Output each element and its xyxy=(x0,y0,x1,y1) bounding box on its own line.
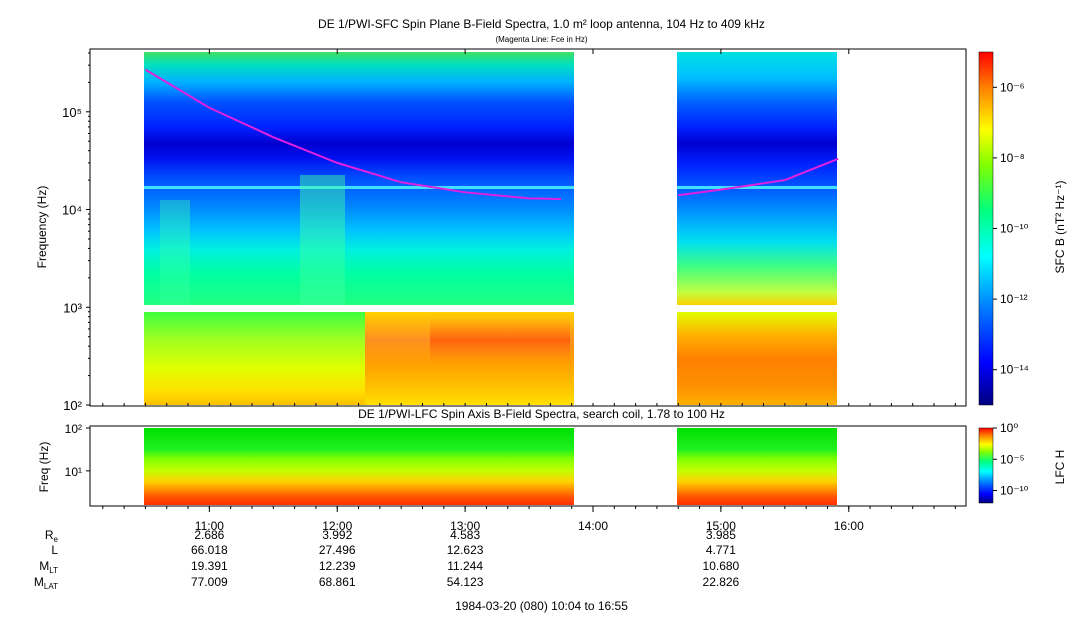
ephemeris-row-label: L xyxy=(51,543,58,557)
ephemeris-value: 54.123 xyxy=(446,575,484,589)
ephemeris-row-label: Re xyxy=(44,528,58,544)
lfc-panel-frame xyxy=(89,425,967,507)
lfc-ytick-label: 10¹ xyxy=(65,465,82,479)
ephemeris-row-label: MLT xyxy=(39,559,58,575)
ephemeris-value: 66.018 xyxy=(190,543,228,557)
ephemeris-value: 12.239 xyxy=(318,559,356,573)
lfc-colorbar-label: LFC H xyxy=(1053,449,1067,485)
main-subtitle: (Magenta Line: Fce in Hz) xyxy=(495,35,588,44)
sfc-spectrogram xyxy=(144,52,837,405)
footer-date-range: 1984-03-20 (080) 10:04 to 16:55 xyxy=(455,599,628,613)
sfc-cbar-tick-label: 10⁻¹⁰ xyxy=(1000,222,1029,236)
main-title: DE 1/PWI-SFC Spin Plane B-Field Spectra,… xyxy=(318,17,765,31)
sfc-cbar-tick-label: 10⁻¹² xyxy=(1000,292,1028,306)
sfc-ylabel: Frequency (Hz) xyxy=(35,185,49,269)
lfc-colorbar xyxy=(978,427,994,504)
sfc-block-1-high xyxy=(144,52,574,305)
sfc-cbar-tick-label: 10⁻¹⁴ xyxy=(1000,363,1029,377)
lfc-block-1 xyxy=(144,428,574,505)
lfc-cbar-tick-label: 10⁻⁵ xyxy=(1000,452,1025,466)
lfc-block-2 xyxy=(677,428,837,505)
sfc-colorbar xyxy=(978,51,994,406)
sfc-ytick-label: 10² xyxy=(63,398,82,413)
ephemeris-value: 27.496 xyxy=(318,543,356,557)
ephemeris-value: 10.680 xyxy=(702,559,740,573)
sfc-green-burst xyxy=(300,175,345,305)
sfc-block-2-high xyxy=(677,52,837,305)
sfc-panel-frame xyxy=(89,48,967,407)
ephemeris-row-label: MLAT xyxy=(33,575,58,591)
ephemeris-value: 12.623 xyxy=(446,543,484,557)
ephemeris-value: 4.583 xyxy=(450,528,481,542)
xtick-label: 14:00 xyxy=(578,519,608,533)
lfc-ylabel: Freq (Hz) xyxy=(37,441,51,493)
ephemeris-value: 68.861 xyxy=(318,575,356,589)
ephemeris-value: 3.992 xyxy=(322,528,353,542)
fce-line-segment-1 xyxy=(144,68,562,201)
sfc-ytick-label: 10⁵ xyxy=(62,105,82,120)
ephemeris-value: 19.391 xyxy=(190,559,228,573)
fce-line-layer xyxy=(144,68,839,201)
ephemeris-value: 11.244 xyxy=(447,559,484,573)
lfc-ytick-label: 10² xyxy=(65,422,82,436)
xtick-label: 15:00 xyxy=(706,519,736,533)
sfc-ytick-label: 10⁴ xyxy=(62,203,82,218)
lfc-cbar-tick-label: 10⁻¹⁰ xyxy=(1000,484,1029,498)
sfc-cbar-tick-label: 10⁻⁶ xyxy=(1000,80,1025,94)
sfc-ytick-label: 10³ xyxy=(63,300,82,315)
xtick-label: 13:00 xyxy=(450,519,480,533)
ephemeris-value: 4.771 xyxy=(705,543,736,557)
ephemeris-value: 3.985 xyxy=(705,528,736,542)
xtick-label: 12:00 xyxy=(322,519,352,533)
sfc-green-burst-2 xyxy=(160,200,190,305)
sfc-colorbar-label: SFC B (nT² Hz⁻¹) xyxy=(1053,180,1067,274)
sfc-line-band-2 xyxy=(677,186,837,189)
ephemeris-value: 77.009 xyxy=(190,575,228,589)
xtick-label: 11:00 xyxy=(195,519,224,533)
sfc-block-2-low xyxy=(677,312,837,405)
sfc-cbar-tick-label: 10⁻⁸ xyxy=(1000,151,1025,165)
fce-line-segment-2 xyxy=(678,157,839,197)
lfc-spectrogram xyxy=(144,428,837,505)
lfc-cbar-tick-label: 10⁰ xyxy=(1000,421,1018,435)
sfc-hot-spot xyxy=(430,318,570,363)
ephemeris-value: 2.686 xyxy=(194,528,225,542)
sfc-line-band xyxy=(144,186,574,189)
lower-title: DE 1/PWI-LFC Spin Axis B-Field Spectra, … xyxy=(358,407,725,421)
xtick-label: 16:00 xyxy=(834,519,864,533)
axis-layer: 10² 10³ 10⁴ 10⁵ 10¹ 10² 11:00 12:00 13:00 14:00 15… xyxy=(62,49,1029,533)
ephemeris-value: 22.826 xyxy=(702,575,740,589)
